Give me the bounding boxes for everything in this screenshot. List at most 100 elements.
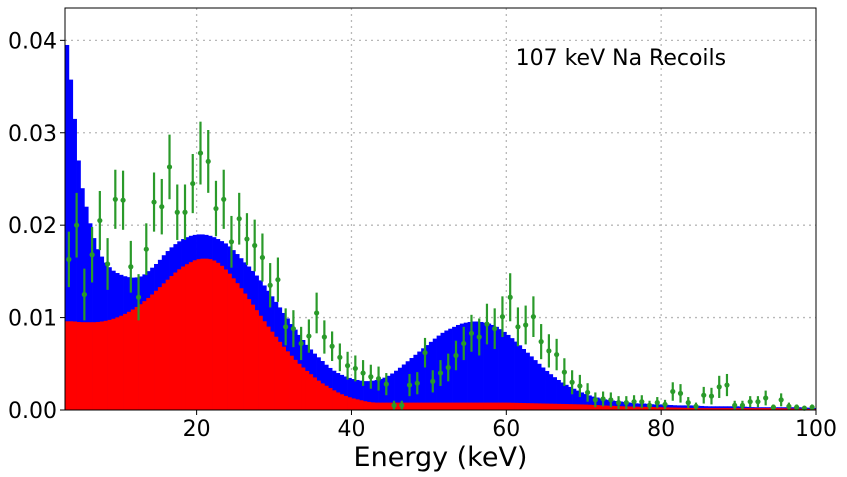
total-bin — [343, 376, 348, 410]
component-bin — [223, 269, 228, 410]
total-bin — [390, 373, 395, 410]
component-bin — [692, 408, 697, 410]
component-bin — [281, 346, 286, 410]
data-point — [453, 352, 459, 359]
component-bin — [715, 408, 720, 410]
total-bin — [76, 160, 81, 410]
total-bin — [510, 338, 515, 410]
component-bin — [262, 321, 267, 410]
data-point — [437, 370, 444, 376]
data-point — [631, 399, 637, 405]
component-bin — [754, 408, 759, 410]
component-bin — [289, 355, 294, 410]
data-point — [670, 388, 676, 395]
total-bin — [514, 341, 519, 410]
component-bin — [119, 315, 124, 410]
total-bin — [374, 379, 379, 410]
component-bin — [699, 408, 705, 410]
data-point — [770, 404, 777, 410]
component-bin — [695, 408, 701, 410]
data-point — [484, 321, 490, 327]
component-bin — [537, 403, 542, 410]
component-bin — [200, 258, 205, 410]
data-point — [422, 350, 428, 356]
data-point — [352, 365, 358, 372]
data-point — [252, 242, 258, 249]
total-bin — [699, 405, 705, 410]
data-point — [786, 403, 792, 409]
component-bin — [250, 304, 256, 410]
component-bin — [548, 403, 554, 410]
component-bin — [196, 259, 201, 410]
component-bin — [308, 374, 314, 410]
component-bin — [355, 399, 360, 410]
y-tick-label: 0.02 — [8, 214, 57, 239]
data-point — [166, 164, 173, 170]
component-bin — [316, 380, 321, 410]
component-bin — [630, 406, 635, 410]
data-point — [143, 246, 149, 252]
component-bin — [486, 402, 492, 410]
data-point — [615, 400, 622, 406]
component-bin — [421, 402, 426, 410]
data-point — [809, 404, 815, 410]
component-bin — [332, 390, 337, 410]
data-point — [569, 379, 575, 385]
data-point — [197, 150, 204, 156]
component-bin — [455, 402, 461, 410]
x-tick-label: 100 — [795, 417, 837, 442]
total-bin — [630, 402, 635, 410]
component-bin — [425, 402, 430, 410]
component-bin — [382, 402, 387, 410]
total-bin — [440, 332, 445, 410]
total-bin — [363, 381, 368, 410]
data-point — [259, 254, 266, 261]
data-point — [267, 282, 273, 288]
total-bin — [703, 406, 708, 410]
data-point — [662, 401, 668, 408]
component-bin — [335, 392, 341, 410]
component-bin — [363, 401, 368, 410]
component-bin — [320, 383, 325, 410]
data-point — [646, 402, 653, 408]
component-bin — [552, 403, 557, 410]
component-bin — [328, 388, 333, 410]
data-point — [763, 395, 769, 401]
data-point — [159, 204, 165, 210]
total-bin — [812, 408, 817, 410]
component-bin — [351, 398, 356, 410]
component-bin — [587, 404, 592, 410]
total-bin — [575, 390, 581, 410]
component-bin — [517, 402, 523, 410]
total-bin — [335, 373, 341, 410]
component-bin — [746, 408, 751, 410]
data-point — [739, 402, 746, 408]
y-tick-label: 0.01 — [8, 307, 57, 332]
component-bin — [274, 336, 279, 410]
data-point — [515, 324, 521, 330]
component-bin — [734, 408, 739, 410]
total-bin — [579, 392, 585, 410]
component-bin — [405, 402, 410, 410]
total-bin — [591, 396, 596, 410]
x-tick-label: 40 — [337, 417, 365, 442]
component-bin — [792, 408, 797, 410]
component-bin — [432, 402, 437, 410]
total-bin — [572, 388, 577, 410]
data-point — [383, 381, 389, 387]
total-bin — [463, 322, 468, 410]
total-bin — [84, 206, 89, 410]
component-bin — [665, 407, 670, 410]
component-bin — [324, 385, 329, 410]
total-bin — [351, 379, 356, 410]
component-bin — [436, 402, 441, 410]
data-point — [468, 330, 475, 336]
total-bin — [80, 188, 85, 410]
component-bin — [161, 283, 166, 410]
total-bin — [397, 367, 403, 410]
data-point — [701, 392, 707, 398]
data-point — [747, 399, 753, 405]
total-bin — [529, 356, 534, 410]
component-bin — [541, 403, 546, 410]
component-bin — [177, 269, 182, 410]
